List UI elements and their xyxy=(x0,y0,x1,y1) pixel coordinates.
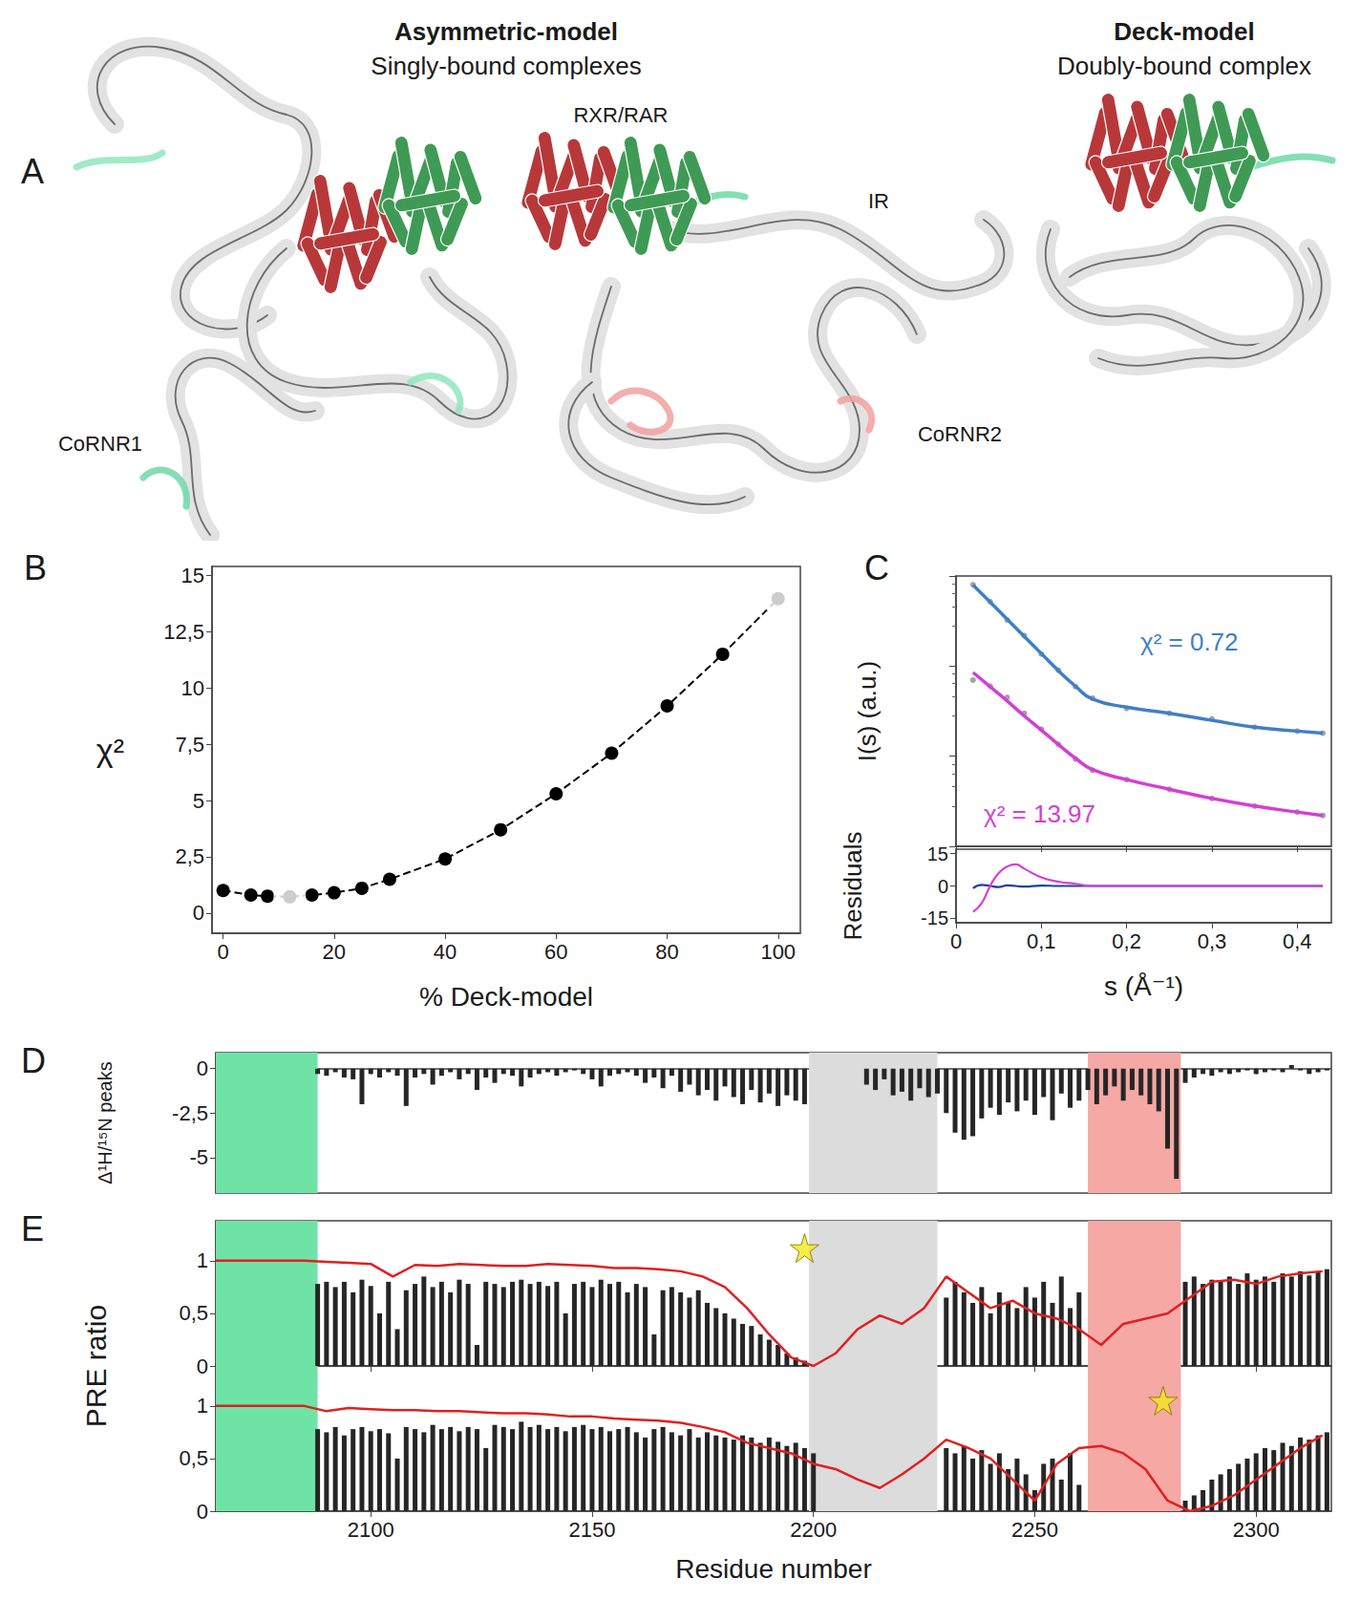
svg-text:0: 0 xyxy=(196,1056,209,1081)
svg-text:-5: -5 xyxy=(189,1145,209,1169)
svg-text:0,5: 0,5 xyxy=(178,1445,209,1470)
svg-text:0: 0 xyxy=(937,875,949,897)
svg-text:Residuals: Residuals xyxy=(838,830,868,940)
svg-text:20: 20 xyxy=(322,939,346,964)
svg-text:0,3: 0,3 xyxy=(1197,929,1228,954)
svg-text:Doubly-bound complex: Doubly-bound complex xyxy=(1057,51,1312,81)
svg-text:E: E xyxy=(21,1209,44,1249)
svg-text:0,1: 0,1 xyxy=(1026,929,1057,954)
svg-text:60: 60 xyxy=(544,939,568,964)
svg-text:0: 0 xyxy=(196,1499,209,1524)
svg-text:2200: 2200 xyxy=(789,1517,837,1542)
svg-text:2150: 2150 xyxy=(568,1517,616,1542)
svg-text:2250: 2250 xyxy=(1011,1517,1059,1542)
svg-text:40: 40 xyxy=(433,939,457,964)
svg-text:0,2: 0,2 xyxy=(1111,929,1142,954)
svg-text:χ² = 0.72: χ² = 0.72 xyxy=(1140,627,1239,657)
svg-text:2,5: 2,5 xyxy=(174,844,205,869)
svg-text:PRE ratio: PRE ratio xyxy=(80,1304,112,1427)
svg-text:% Deck-model: % Deck-model xyxy=(419,981,594,1012)
svg-text:0: 0 xyxy=(196,1354,209,1379)
svg-text:1: 1 xyxy=(196,1248,209,1273)
svg-text:100: 100 xyxy=(760,939,796,964)
svg-text:0: 0 xyxy=(950,929,962,954)
svg-text:s (Å⁻¹): s (Å⁻¹) xyxy=(1104,971,1184,1001)
svg-text:1: 1 xyxy=(196,1393,209,1418)
svg-text:0,5: 0,5 xyxy=(178,1300,209,1325)
svg-text:CoRNR2: CoRNR2 xyxy=(917,422,1002,447)
svg-text:Δ¹H/¹⁵N peaks: Δ¹H/¹⁵N peaks xyxy=(94,1061,116,1184)
svg-text:RXR/RAR: RXR/RAR xyxy=(573,103,668,128)
svg-text:12,5: 12,5 xyxy=(163,619,205,644)
svg-text:5: 5 xyxy=(192,788,205,813)
svg-text:2100: 2100 xyxy=(347,1517,395,1542)
svg-text:Residue number: Residue number xyxy=(675,1553,872,1584)
svg-text:C: C xyxy=(864,548,890,588)
svg-text:0: 0 xyxy=(216,939,229,964)
svg-text:Asymmetric-model: Asymmetric-model xyxy=(394,17,618,46)
svg-text:Deck-model: Deck-model xyxy=(1113,17,1254,46)
svg-text:IR: IR xyxy=(868,189,890,213)
svg-text:-2,5: -2,5 xyxy=(171,1101,209,1126)
svg-text:15: 15 xyxy=(927,843,949,865)
svg-text:7,5: 7,5 xyxy=(174,732,205,757)
svg-text:I(s) (a.u.): I(s) (a.u.) xyxy=(852,660,882,762)
svg-text:15: 15 xyxy=(181,563,205,588)
svg-text:A: A xyxy=(21,151,44,192)
svg-text:CoRNR1: CoRNR1 xyxy=(58,431,143,456)
svg-text:D: D xyxy=(21,1041,46,1081)
svg-text:-15: -15 xyxy=(920,907,949,929)
svg-text:χ² = 13.97: χ² = 13.97 xyxy=(983,799,1096,829)
svg-text:0,4: 0,4 xyxy=(1282,929,1313,954)
svg-text:10: 10 xyxy=(181,676,205,701)
svg-text:2300: 2300 xyxy=(1232,1517,1280,1542)
svg-text:80: 80 xyxy=(655,939,679,964)
svg-text:Singly-bound complexes: Singly-bound complexes xyxy=(370,51,641,81)
svg-text:χ²: χ² xyxy=(96,731,125,768)
svg-text:B: B xyxy=(23,548,47,588)
svg-text:0: 0 xyxy=(192,900,205,925)
